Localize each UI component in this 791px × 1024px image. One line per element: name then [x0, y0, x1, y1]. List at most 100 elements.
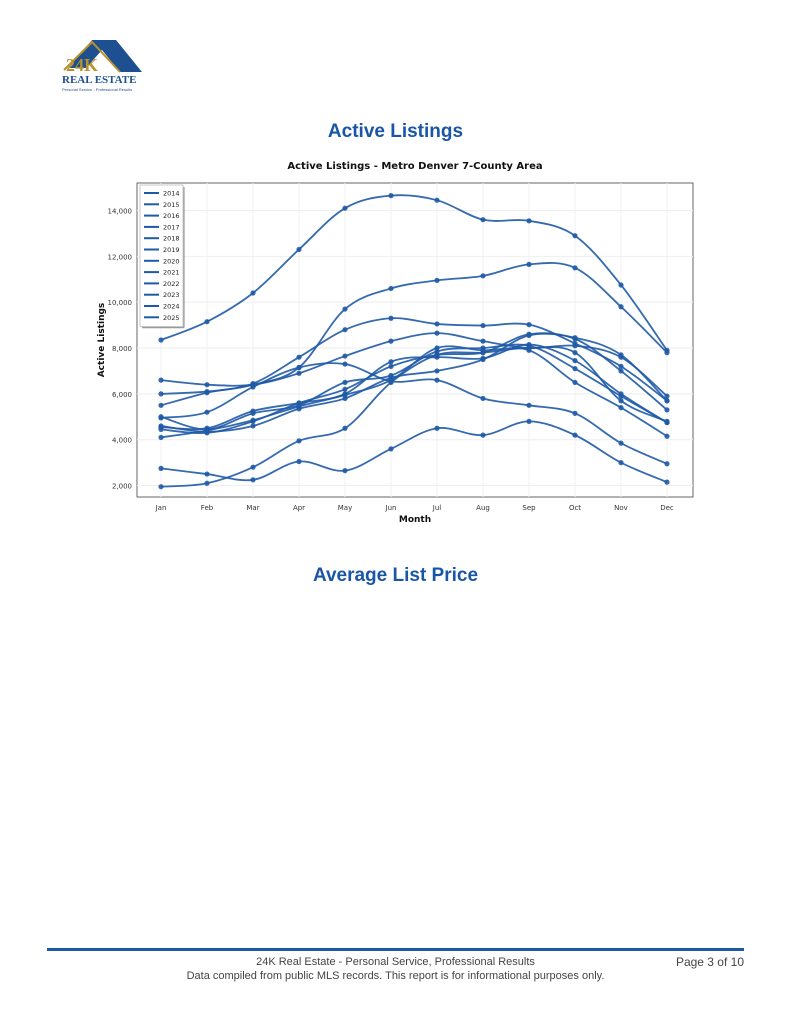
- data-point: [572, 410, 578, 416]
- data-point: [388, 363, 394, 369]
- data-point: [664, 479, 670, 485]
- data-point: [526, 345, 532, 351]
- data-point: [250, 464, 256, 470]
- data-point: [434, 368, 440, 374]
- series-2024: [158, 261, 670, 397]
- data-point: [296, 438, 302, 444]
- data-point: [204, 471, 210, 477]
- data-point: [434, 321, 440, 327]
- data-point: [296, 354, 302, 360]
- legend-label: 2025: [163, 314, 180, 322]
- data-point: [434, 352, 440, 358]
- data-point: [664, 407, 670, 413]
- series-line-2021: [160, 420, 668, 483]
- data-point: [572, 350, 578, 356]
- svg-text:Personal Service - Professiona: Personal Service - Professional Results: [62, 87, 132, 92]
- data-point: [158, 402, 164, 408]
- data-point: [618, 282, 624, 288]
- data-point: [250, 423, 256, 429]
- series-line-2020: [160, 345, 668, 439]
- series-2022: [158, 345, 670, 490]
- data-point: [572, 233, 578, 239]
- y-tick-label: 2,000: [112, 483, 132, 491]
- data-point: [664, 433, 670, 439]
- series-line-2017: [160, 332, 668, 434]
- legend-label: 2019: [163, 246, 180, 254]
- x-tick-label: Jul: [432, 504, 442, 512]
- x-tick-label: Mar: [246, 504, 259, 512]
- data-point: [342, 353, 348, 359]
- series-2021: [158, 418, 670, 485]
- data-point: [342, 327, 348, 333]
- legend-label: 2018: [163, 235, 180, 243]
- x-axis-label: Month: [399, 515, 431, 525]
- data-point: [388, 379, 394, 386]
- data-point: [342, 468, 348, 474]
- footer-disclaimer: Data compiled from public MLS records. T…: [186, 970, 605, 982]
- data-point: [664, 461, 670, 467]
- data-point: [342, 392, 348, 398]
- data-point: [388, 315, 394, 321]
- data-point: [296, 370, 302, 376]
- data-point: [342, 361, 348, 367]
- series-line-2015: [160, 362, 668, 465]
- data-point: [342, 386, 348, 392]
- data-point: [204, 427, 210, 434]
- data-point: [342, 379, 348, 386]
- data-point: [526, 332, 532, 339]
- data-point: [434, 425, 440, 431]
- data-point: [388, 193, 394, 199]
- legend-label: 2022: [163, 280, 180, 288]
- y-axis-label: Active Listings: [97, 303, 107, 378]
- y-tick-label: 12,000: [108, 253, 133, 261]
- data-point: [526, 402, 532, 408]
- data-point: [388, 359, 394, 365]
- data-point: [572, 340, 578, 347]
- y-tick-label: 14,000: [108, 208, 133, 216]
- svg-text:24K: 24K: [66, 55, 98, 75]
- data-point: [388, 338, 394, 344]
- data-point: [664, 393, 670, 399]
- data-point: [618, 398, 624, 404]
- chart-title: Active Listings - Metro Denver 7-County …: [287, 161, 542, 172]
- company-logo: 24K REAL ESTATE Personal Service - Profe…: [58, 38, 146, 94]
- data-point: [618, 405, 624, 411]
- data-point: [296, 364, 302, 371]
- legend-label: 2014: [163, 190, 180, 198]
- data-point: [296, 458, 302, 465]
- x-tick-label: Nov: [614, 504, 628, 512]
- legend-label: 2015: [163, 201, 180, 209]
- data-point: [204, 480, 210, 486]
- data-point: [250, 417, 256, 423]
- data-point: [158, 423, 164, 429]
- data-point: [572, 265, 578, 271]
- x-tick-label: Jan: [155, 504, 167, 512]
- y-tick-label: 10,000: [108, 299, 133, 307]
- y-tick-label: 4,000: [112, 437, 132, 445]
- data-point: [480, 432, 486, 438]
- data-point: [526, 418, 532, 424]
- data-point: [342, 306, 348, 312]
- data-point: [618, 368, 624, 374]
- data-point: [618, 352, 624, 358]
- data-point: [388, 446, 394, 452]
- data-point: [296, 403, 302, 410]
- data-point: [526, 322, 532, 328]
- data-point: [158, 484, 164, 490]
- legend-box: [139, 184, 184, 328]
- x-tick-label: Dec: [660, 504, 674, 512]
- y-tick-label: 6,000: [112, 391, 132, 399]
- data-point: [434, 377, 440, 383]
- data-point: [480, 322, 486, 329]
- data-point: [664, 418, 670, 424]
- data-point: [158, 465, 164, 471]
- section-title-active-listings: Active Listings: [327, 121, 464, 142]
- data-point: [618, 304, 624, 310]
- data-point: [664, 398, 670, 404]
- x-tick-label: Sep: [522, 504, 536, 512]
- legend-label: 2016: [163, 212, 180, 220]
- data-point: [434, 345, 440, 351]
- data-point: [388, 372, 394, 379]
- x-tick-label: Jun: [385, 504, 397, 512]
- data-point: [572, 358, 578, 364]
